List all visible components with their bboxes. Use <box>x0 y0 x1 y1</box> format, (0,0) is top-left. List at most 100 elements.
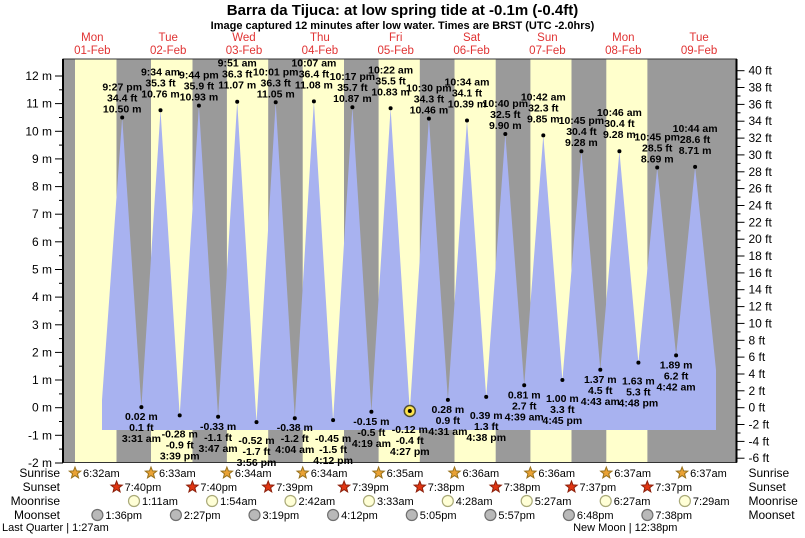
svg-text:-0.12 m: -0.12 m <box>392 424 428 436</box>
sunrise-star-icon <box>295 465 310 479</box>
row-label-moonset-right: Moonset <box>749 508 796 522</box>
moonrise-circle-icon <box>678 494 692 508</box>
low-tide-dot <box>598 367 603 372</box>
moonrise-circle-icon <box>441 494 454 508</box>
svg-text:9.90 m: 9.90 m <box>489 120 522 132</box>
svg-text:36.3 ft: 36.3 ft <box>222 69 253 81</box>
sunset-star-icon <box>640 479 655 493</box>
moonset-circle-icon <box>91 508 104 522</box>
low-tide-dot <box>254 420 259 425</box>
svg-text:8.71 m: 8.71 m <box>679 145 712 157</box>
svg-text:4:04 am: 4:04 am <box>275 444 314 456</box>
moonrise-time: 6:27am <box>614 496 651 508</box>
sunset-time: 7:38pm <box>504 482 541 494</box>
sunset-star-icon <box>488 479 503 493</box>
sunrise-star-icon <box>523 465 538 479</box>
svg-text:10:40 pm: 10:40 pm <box>483 98 529 110</box>
low-tide-dot <box>369 409 374 414</box>
axis-label-right: 36 ft <box>749 97 773 111</box>
moonrise-circle-icon <box>206 494 219 508</box>
svg-text:4:39 am: 4:39 am <box>505 411 544 423</box>
svg-text:10:44 am: 10:44 am <box>673 123 718 135</box>
axis-label-right: 14 ft <box>749 283 773 297</box>
axis-label-left: 6 m <box>32 235 52 249</box>
day-label: Mon <box>612 32 634 44</box>
axis-label-right: 4 ft <box>749 367 766 381</box>
sunset-star-icon <box>564 479 579 493</box>
low-tide-dot <box>407 409 412 413</box>
low-tide-dot <box>522 383 527 388</box>
row-label-moonrise-right: Moonrise <box>749 494 799 508</box>
svg-text:3:31 am: 3:31 am <box>122 433 161 445</box>
day-label-date: 05-Feb <box>377 45 413 57</box>
high-tide-dot <box>465 118 469 123</box>
moonset-circle-icon <box>641 508 654 522</box>
sunrise-star-icon <box>675 465 690 479</box>
axis-label-right: 16 ft <box>749 266 773 280</box>
svg-text:-0.33 m: -0.33 m <box>200 421 236 433</box>
svg-text:32.5 ft: 32.5 ft <box>490 109 521 121</box>
axis-label-right: 30 ft <box>749 148 773 162</box>
axis-label-right: 18 ft <box>749 249 773 263</box>
svg-text:10:30 pm: 10:30 pm <box>406 83 452 95</box>
svg-text:10:22 am: 10:22 am <box>368 64 413 76</box>
svg-text:0.28 m: 0.28 m <box>432 404 465 416</box>
svg-text:1.00 m: 1.00 m <box>546 393 579 405</box>
low-tide-dot <box>177 413 182 418</box>
moon-phase-last-quarter: Last Quarter | 1:27am <box>2 522 109 534</box>
day-label-date: 06-Feb <box>453 45 489 57</box>
day-label-date: 09-Feb <box>681 45 717 57</box>
svg-text:10:46 am: 10:46 am <box>597 107 642 119</box>
axis-label-left: 4 m <box>32 290 52 304</box>
svg-text:34.4 ft: 34.4 ft <box>107 93 138 105</box>
moonset-time: 4:12pm <box>341 510 378 522</box>
svg-text:9:27 pm: 9:27 pm <box>102 82 142 94</box>
high-tide-dot <box>541 133 546 138</box>
low-tide-dot <box>139 405 144 410</box>
svg-text:4.5 ft: 4.5 ft <box>588 385 613 397</box>
svg-text:-0.9 ft: -0.9 ft <box>166 439 195 451</box>
day-label: Mon <box>81 32 103 44</box>
high-tide-dot <box>350 105 355 110</box>
svg-text:0.9 ft: 0.9 ft <box>436 415 461 427</box>
moonset-time: 6:48pm <box>577 510 614 522</box>
svg-text:-0.45 m: -0.45 m <box>315 433 351 445</box>
sunset-time: 7:40pm <box>200 482 237 494</box>
moonrise-circle-icon <box>127 494 141 508</box>
sunset-star-icon <box>261 479 276 493</box>
row-label-sunset-left: Sunset <box>23 480 61 494</box>
sunrise-time: 6:37am <box>690 468 727 480</box>
svg-text:36.4 ft: 36.4 ft <box>299 68 330 80</box>
svg-text:3:47 am: 3:47 am <box>199 443 238 455</box>
svg-text:9.28 m: 9.28 m <box>603 129 636 141</box>
moonset-time: 3:19pm <box>263 510 300 522</box>
svg-text:10.83 m: 10.83 m <box>371 86 410 98</box>
svg-text:9.28 m: 9.28 m <box>565 137 598 149</box>
sunrise-star-icon <box>219 465 234 479</box>
row-label-moonset-left: Moonset <box>14 508 61 522</box>
chart-subtitle: Image captured 12 minutes after low wate… <box>210 20 595 32</box>
svg-text:10:42 am: 10:42 am <box>521 91 566 103</box>
axis-label-right: 10 ft <box>749 316 773 330</box>
low-tide-label: -0.45 m-1.5 ft4:12 pm <box>313 433 353 467</box>
sunset-time: 7:37pm <box>655 482 692 494</box>
svg-text:30.4 ft: 30.4 ft <box>604 118 635 130</box>
svg-text:10.50 m: 10.50 m <box>103 104 142 116</box>
low-tide-label: 0.81 m2.7 ft4:39 am <box>505 389 544 423</box>
svg-text:4:45 pm: 4:45 pm <box>543 415 583 427</box>
svg-text:3:39 pm: 3:39 pm <box>160 450 200 462</box>
moonrise-time: 3:33am <box>377 496 414 508</box>
moonset-time: 2:27pm <box>184 510 221 522</box>
day-label-date: 08-Feb <box>605 45 641 57</box>
sunset-star-icon <box>412 479 427 493</box>
sunrise-time: 6:34am <box>311 468 348 480</box>
axis-label-right: 12 ft <box>749 300 773 314</box>
svg-text:10.87 m: 10.87 m <box>333 93 372 105</box>
svg-text:4:27 pm: 4:27 pm <box>390 446 430 458</box>
svg-text:3.3 ft: 3.3 ft <box>550 404 575 416</box>
